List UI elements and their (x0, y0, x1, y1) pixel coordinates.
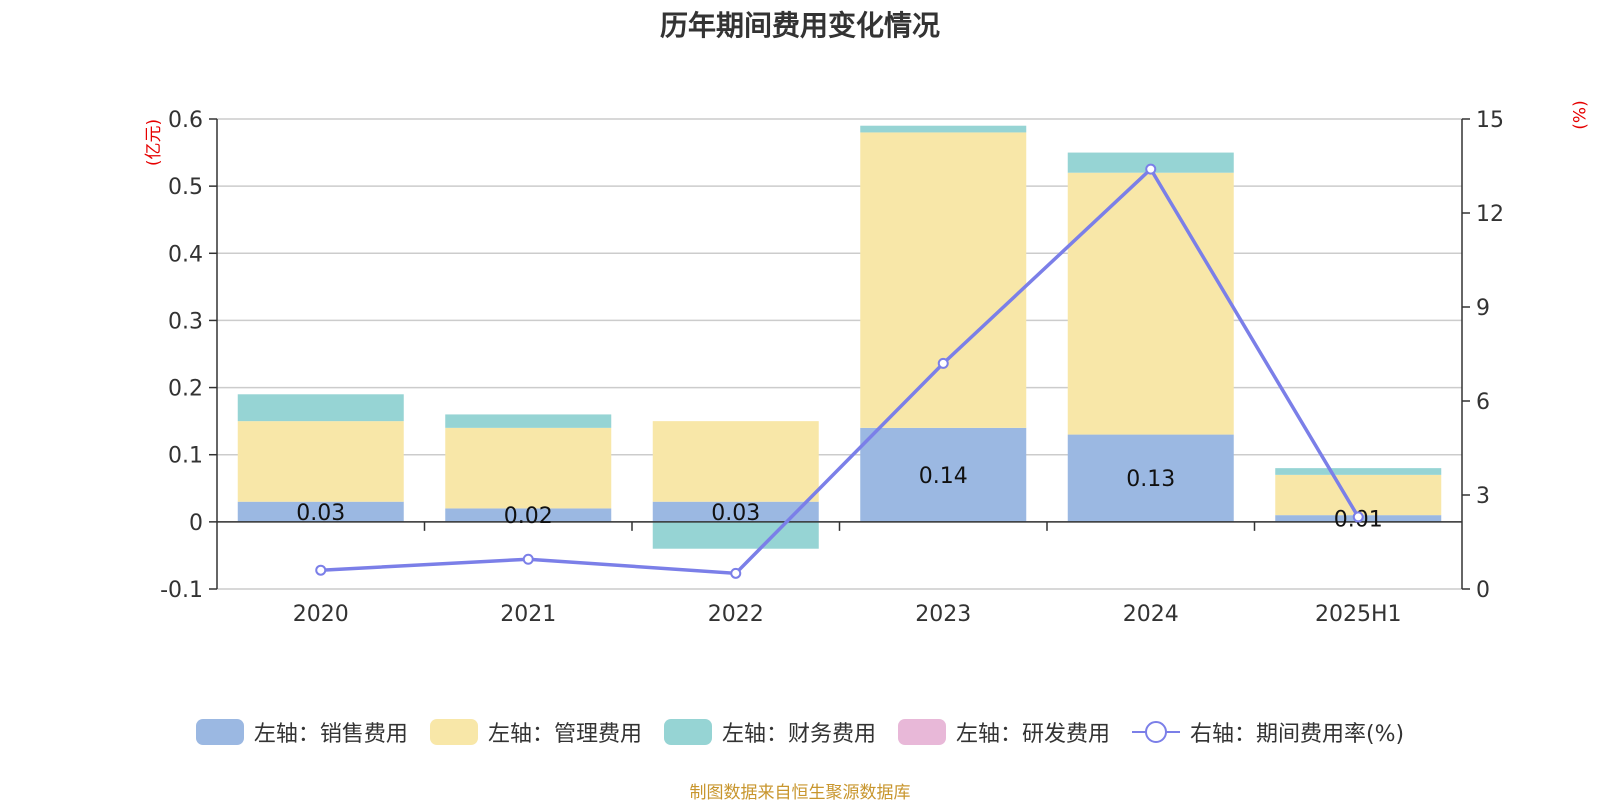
expense-rate-point (1145, 163, 1157, 175)
legend: 左轴：销售费用 左轴：管理费用 左轴：财务费用 左轴：研发费用 右轴：期间费用率… (0, 716, 1600, 748)
left-axis-tick-label: 0.2 (168, 377, 203, 402)
bar-segment-finance (1067, 152, 1234, 173)
legend-label-finance: 左轴：财务费用 (721, 722, 876, 747)
bar-data-label: 0.13 (1126, 467, 1175, 492)
bar-segment-sales (445, 508, 612, 522)
chart-title: 历年期间费用变化情况 (659, 9, 940, 42)
category-label: 2022 (708, 602, 764, 627)
bar-segment-management (445, 427, 612, 509)
bar-data-label: 0.03 (296, 501, 345, 526)
left-axis-tick-label: 0 (189, 511, 203, 536)
left-axis-tick-label: 0.1 (168, 444, 203, 469)
bar-segment-finance (860, 125, 1027, 133)
expense-rate-point (1352, 511, 1364, 523)
bar-segment-sales (860, 427, 1027, 522)
right-axis-tick-label: 6 (1476, 390, 1490, 415)
legend-label-management: 左轴：管理费用 (487, 722, 642, 747)
category-label: 2024 (1123, 602, 1179, 627)
bar-data-label: 0.03 (711, 501, 760, 526)
legend-swatch-finance (663, 719, 712, 745)
right-axis-tick-label: 0 (1476, 578, 1490, 603)
left-axis-tick-label: -0.1 (160, 578, 203, 603)
chart-canvas: -0.1 0 0.1 0.2 0.3 0.4 0.5 0.6 0 3 6 9 12 15 2020 2021 2… (160, 108, 1504, 627)
expense-rate-point (315, 564, 327, 576)
bar-segment-sales (652, 501, 819, 522)
bar-segment-sales (1067, 434, 1234, 522)
category-label: 2021 (500, 602, 556, 627)
bar-data-label: 0.14 (919, 464, 968, 489)
legend-item-sales[interactable]: 左轴：销售费用 (195, 716, 408, 748)
right-axis-tick-label: 3 (1476, 484, 1490, 509)
left-axis-tick-label: 0.4 (168, 242, 203, 267)
bar-segment-management (860, 132, 1027, 428)
right-axis-tick-label: 15 (1476, 108, 1504, 133)
legend-swatch-sales (195, 719, 244, 745)
bar-segment-finance (237, 394, 404, 422)
legend-label-expense-rate: 右轴：期间费用率(%) (1189, 722, 1405, 747)
bar-data-label: 0.02 (504, 504, 553, 529)
left-axis-tick-label: 0.6 (168, 108, 203, 133)
legend-label-rnd: 左轴：研发费用 (955, 722, 1110, 747)
legend-item-management[interactable]: 左轴：管理费用 (429, 716, 642, 748)
expense-rate-point (937, 357, 949, 369)
category-label: 2025H1 (1315, 602, 1402, 627)
right-axis-tick-label: 12 (1476, 202, 1504, 227)
category-label: 2020 (293, 602, 349, 627)
category-label: 2023 (915, 602, 971, 627)
legend-item-finance[interactable]: 左轴：财务费用 (663, 716, 876, 748)
bar-segment-finance (445, 414, 612, 428)
source-note: 制图数据来自恒生聚源数据库 (689, 783, 911, 803)
bar-segment-management (1067, 172, 1234, 435)
legend-swatch-management (429, 719, 478, 745)
bar-segment-sales (237, 501, 404, 522)
expense-rate-point (522, 553, 534, 565)
bar-segment-finance (1275, 468, 1442, 475)
legend-swatch-rnd (897, 719, 946, 745)
legend-line-marker-icon (1131, 721, 1180, 743)
legend-item-expense-rate[interactable]: 右轴：期间费用率(%) (1131, 716, 1405, 748)
bar-segment-management (237, 421, 404, 502)
left-axis-tick-label: 0.3 (168, 309, 203, 334)
legend-label-sales: 左轴：销售费用 (253, 722, 408, 747)
bar-segment-management (1275, 474, 1442, 516)
bar-segment-management (652, 421, 819, 502)
legend-item-rnd[interactable]: 左轴：研发费用 (897, 716, 1110, 748)
expense-rate-line (320, 166, 1360, 576)
bar-segment-finance (652, 521, 819, 549)
left-axis-tick-label: 0.5 (168, 175, 203, 200)
expense-rate-point (730, 567, 742, 579)
right-axis-tick-label: 9 (1476, 296, 1490, 321)
